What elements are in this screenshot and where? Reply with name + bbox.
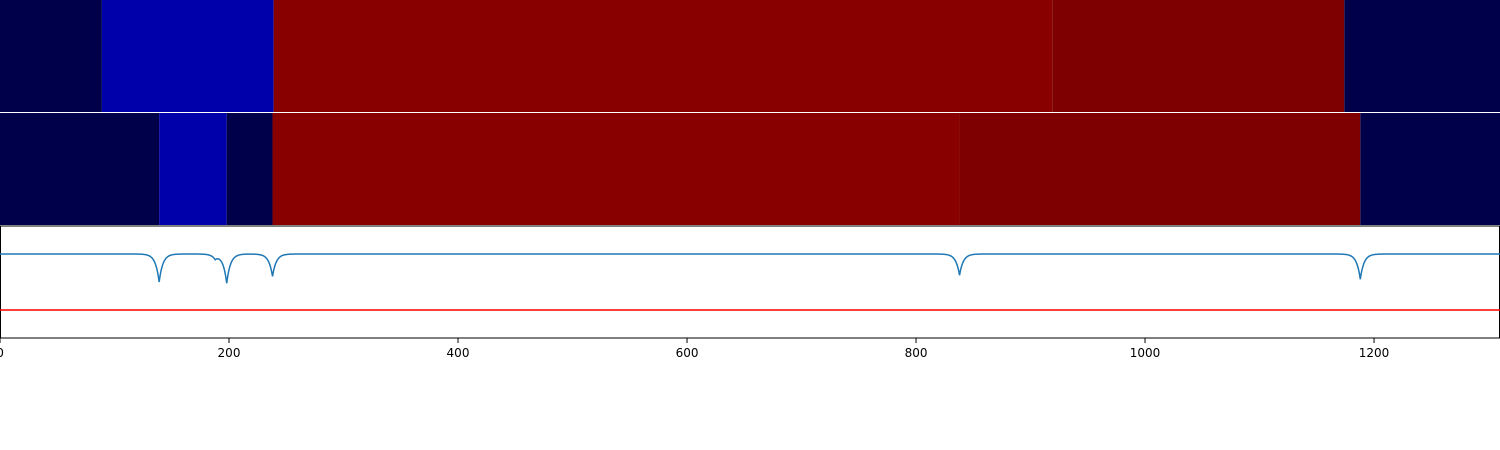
heatmap-rows bbox=[0, 0, 1500, 225]
signal-panel bbox=[0, 225, 1500, 339]
x-tick-label-600: 600 bbox=[676, 346, 699, 360]
x-tick-label-1200: 1200 bbox=[1359, 346, 1390, 360]
heatmap-cell-r2-s5 bbox=[959, 113, 1361, 225]
heatmap-cell-r1-s3 bbox=[273, 0, 1053, 112]
x-tick-label-200: 200 bbox=[218, 346, 241, 360]
heatmap-cell-r1-s2 bbox=[101, 0, 274, 112]
heatmap-cell-r1-s4 bbox=[1052, 0, 1345, 112]
heatmap-cell-r2-s4 bbox=[272, 113, 960, 225]
signal-axes-frame bbox=[0, 225, 1500, 339]
heatmap-cell-r1-s1 bbox=[0, 0, 102, 112]
heatmap-cell-r2-s2 bbox=[159, 113, 227, 225]
heatmap-row-1 bbox=[0, 0, 1500, 112]
x-axis: 0 200 400 600 800 1000 1200 bbox=[0, 338, 1389, 360]
heatmap-cell-r2-s3 bbox=[226, 113, 273, 225]
x-tick-label-1000: 1000 bbox=[1130, 346, 1161, 360]
x-tick-label-0: 0 bbox=[0, 346, 4, 360]
heatmap-cell-r1-s5 bbox=[1344, 0, 1500, 112]
heatmap-cell-r2-s6 bbox=[1360, 113, 1500, 225]
x-tick-label-800: 800 bbox=[905, 346, 928, 360]
row-separator bbox=[0, 112, 1500, 113]
x-tick-label-400: 400 bbox=[447, 346, 470, 360]
heatmap-cell-r2-s1 bbox=[0, 113, 160, 225]
heatmap-row-2 bbox=[0, 113, 1500, 225]
signal-line bbox=[0, 253, 1500, 284]
